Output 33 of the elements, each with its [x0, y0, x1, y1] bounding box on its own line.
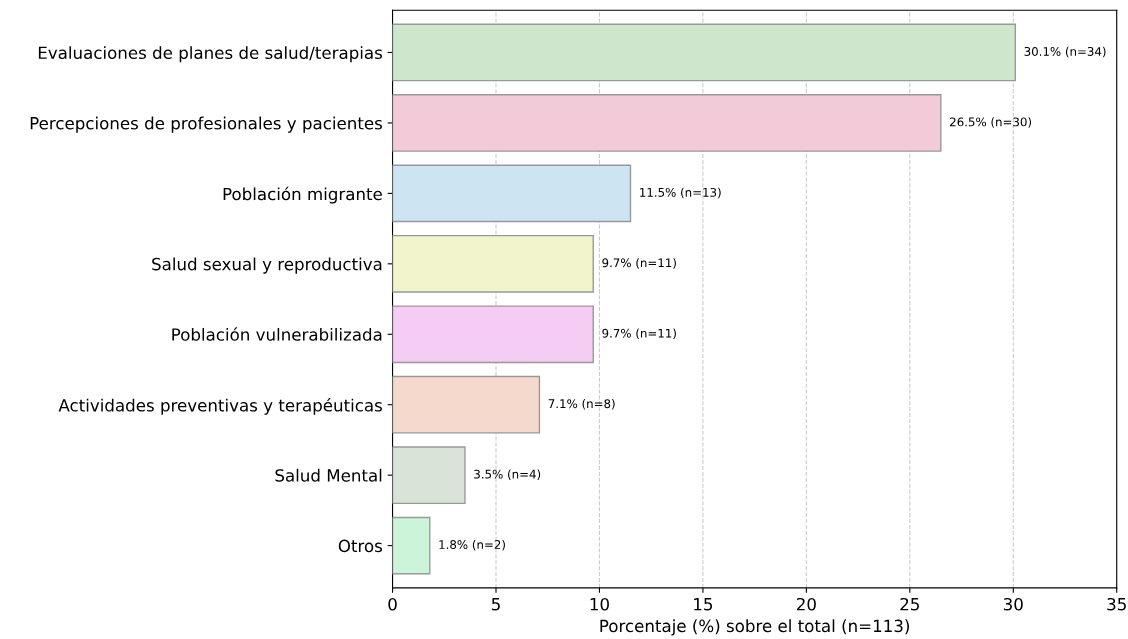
bar: [392, 305, 594, 364]
bar: [392, 375, 541, 434]
bar: [392, 164, 632, 223]
x-tick-label: 15: [694, 598, 713, 611]
x-tick-label: 10: [590, 597, 609, 611]
data-label: 26.5% (n=30): [950, 117, 1032, 128]
data-label: 3.5% (n=4): [474, 469, 541, 480]
y-tick-label: Población vulnerabilizada: [172, 327, 382, 341]
x-tick-label: 25: [900, 597, 919, 611]
y-tick-label: Salud Mental: [275, 468, 382, 482]
y-tick-label: Percepciones de profesionales y pacientes: [30, 116, 382, 133]
y-tick-label: Actividades preventivas y terapéuticas: [58, 398, 382, 415]
x-tick-label: 20: [796, 597, 816, 611]
x-axis-title: Porcentaje (%) sobre el total (n=113): [600, 619, 909, 636]
x-tick-label: 35: [1107, 597, 1126, 611]
bar: [392, 234, 594, 293]
bar: [392, 23, 1017, 82]
data-label: 1.8% (n=2): [439, 539, 505, 551]
bar: [392, 446, 466, 505]
bar: [392, 94, 942, 152]
x-tick-label: 0: [388, 597, 397, 611]
y-tick-label: Otros: [338, 539, 383, 553]
data-label: 9.7% (n=11): [602, 328, 676, 340]
y-tick-label: Evaluaciones de planes de salud/terapias: [38, 46, 382, 63]
bar: [392, 516, 431, 575]
x-tick-label: 5: [491, 598, 500, 611]
data-label: 9.7% (n=11): [602, 258, 676, 269]
data-label: 7.1% (n=8): [548, 399, 615, 410]
data-label: 30.1% (n=34): [1024, 46, 1106, 58]
y-tick-label: Salud sexual y reproductiva: [152, 257, 382, 274]
y-tick-label: Población migrante: [223, 186, 382, 204]
data-label: 11.5% (n=13): [640, 187, 721, 199]
x-tick-label: 30: [1003, 597, 1023, 611]
